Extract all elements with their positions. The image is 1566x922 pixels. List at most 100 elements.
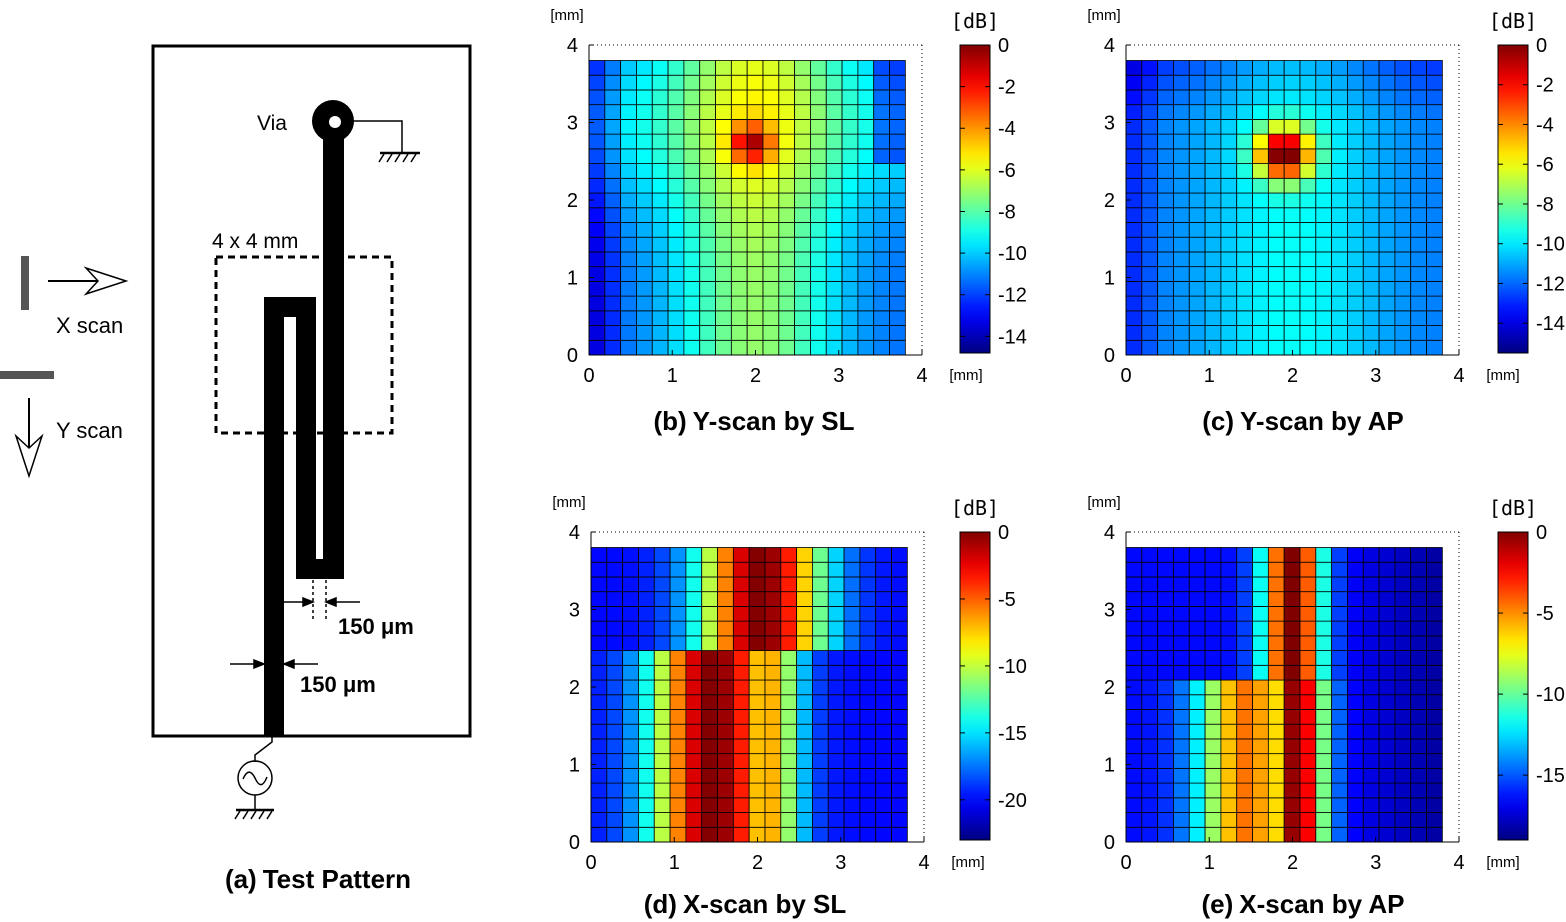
heatmap-cell bbox=[1173, 339, 1190, 356]
heatmap-cell bbox=[1378, 826, 1396, 843]
heatmap-cell bbox=[1347, 547, 1364, 563]
heatmap-cell bbox=[827, 753, 845, 769]
heatmap-cell bbox=[1378, 767, 1396, 784]
heatmap-cell bbox=[1283, 738, 1301, 755]
heatmap-cell bbox=[1378, 148, 1396, 164]
heatmap-cell bbox=[1236, 163, 1253, 179]
heatmap-cell bbox=[683, 177, 701, 194]
heatmap-cell bbox=[889, 163, 906, 179]
heatmap-cell bbox=[715, 119, 732, 135]
heatmap-cell bbox=[730, 89, 748, 106]
heatmap-cell bbox=[748, 635, 766, 651]
heatmap-cell bbox=[762, 280, 780, 297]
heatmap-cell bbox=[732, 753, 750, 769]
heatmap-cell bbox=[667, 148, 685, 164]
heatmap-cell bbox=[622, 576, 639, 593]
heatmap-cell bbox=[588, 222, 606, 238]
heatmap-cell bbox=[827, 723, 845, 740]
heatmap-cell bbox=[699, 325, 716, 341]
signal-source-icon bbox=[234, 737, 274, 820]
heatmap-cell bbox=[1236, 782, 1253, 799]
heatmap-cell bbox=[701, 576, 718, 593]
heatmap-cell bbox=[604, 280, 622, 297]
heatmap-cell bbox=[1220, 295, 1238, 312]
heatmap-cell bbox=[843, 812, 861, 828]
y-unit-label: [mm] bbox=[550, 7, 583, 24]
heatmap-cell bbox=[1426, 280, 1443, 297]
heatmap-cell bbox=[683, 163, 701, 179]
heatmap-cell bbox=[825, 251, 843, 268]
heatmap-cell bbox=[1394, 826, 1412, 843]
heatmap-cell bbox=[701, 606, 718, 622]
heatmap-cell bbox=[1188, 339, 1206, 356]
heatmap-cell bbox=[875, 709, 892, 725]
heatmap-cell bbox=[812, 694, 829, 710]
heatmap-cell bbox=[606, 782, 624, 799]
heatmap-cell bbox=[1267, 753, 1285, 769]
heatmap-cell bbox=[810, 104, 827, 120]
heatmap-cell bbox=[891, 561, 908, 578]
heatmap-cell bbox=[859, 753, 877, 769]
y-unit-label: [mm] bbox=[552, 494, 585, 511]
heatmap-cell bbox=[1283, 650, 1301, 666]
heatmap-cell bbox=[1283, 753, 1301, 769]
heatmap-cell bbox=[780, 620, 798, 637]
heatmap-cell bbox=[889, 266, 906, 282]
heatmap-cell bbox=[604, 236, 622, 253]
heatmap-cell bbox=[1362, 797, 1380, 813]
heatmap-cell bbox=[604, 177, 622, 194]
heatmap-cell bbox=[1315, 325, 1333, 341]
heatmap-cell bbox=[604, 295, 622, 312]
heatmap-cell bbox=[1204, 664, 1222, 681]
heatmap-cell bbox=[1125, 694, 1143, 710]
heatmap-cell bbox=[1299, 295, 1317, 312]
heatmap-cell bbox=[1188, 826, 1206, 843]
heatmap-cell bbox=[683, 89, 701, 106]
heatmap-cell bbox=[1410, 207, 1427, 223]
heatmap-cell bbox=[620, 192, 637, 209]
heatmap-cell bbox=[1188, 236, 1206, 253]
heatmap-cell bbox=[1410, 104, 1427, 120]
heatmap-cell bbox=[1188, 89, 1206, 106]
heatmap-cell bbox=[796, 664, 813, 681]
heatmap-cell bbox=[1267, 339, 1285, 356]
heatmap-cell bbox=[1394, 723, 1412, 740]
heatmap-cell bbox=[1362, 325, 1380, 341]
heatmap-cell bbox=[873, 104, 890, 120]
heatmap-cell bbox=[859, 709, 877, 725]
heatmap-cell bbox=[669, 709, 687, 725]
heatmap-cell bbox=[1362, 74, 1380, 91]
heatmap-cell bbox=[1426, 547, 1443, 563]
heatmap-cell bbox=[1236, 767, 1253, 784]
heatmap-cell bbox=[732, 650, 750, 666]
y-tick-label: 1 bbox=[567, 268, 578, 290]
heatmap-cell bbox=[667, 339, 685, 356]
ground-icon bbox=[344, 120, 420, 163]
heatmap-cell bbox=[810, 280, 827, 297]
heatmap-cell bbox=[1347, 694, 1364, 710]
heatmap-cell bbox=[891, 547, 908, 563]
heatmap-cell bbox=[841, 310, 859, 326]
heatmap-cell bbox=[1410, 723, 1427, 740]
heatmap-cell bbox=[873, 310, 890, 326]
heatmap-cell bbox=[1410, 709, 1427, 725]
heatmap-cell bbox=[1331, 60, 1348, 76]
heatmap-cell bbox=[1299, 280, 1317, 297]
heatmap-cell bbox=[1125, 826, 1143, 843]
heatmap-cell bbox=[1173, 207, 1190, 223]
heatmap-cell bbox=[780, 664, 798, 681]
heatmap-cell bbox=[1267, 177, 1285, 194]
heatmap-cell bbox=[1204, 635, 1222, 651]
heatmap-cell bbox=[796, 561, 813, 578]
heatmap-cell bbox=[1410, 266, 1427, 282]
heatmap-cell bbox=[1157, 547, 1174, 563]
heatmap-cells bbox=[1125, 60, 1443, 356]
heatmap-cell bbox=[1204, 148, 1222, 164]
heatmap-cell bbox=[638, 797, 655, 813]
heatmap-cell bbox=[1204, 177, 1222, 194]
heatmap-cell bbox=[748, 561, 766, 578]
meander-trace bbox=[264, 128, 344, 737]
heatmap-cell bbox=[889, 60, 906, 76]
heatmap-cell bbox=[730, 207, 748, 223]
heatmap-cell bbox=[651, 280, 669, 297]
